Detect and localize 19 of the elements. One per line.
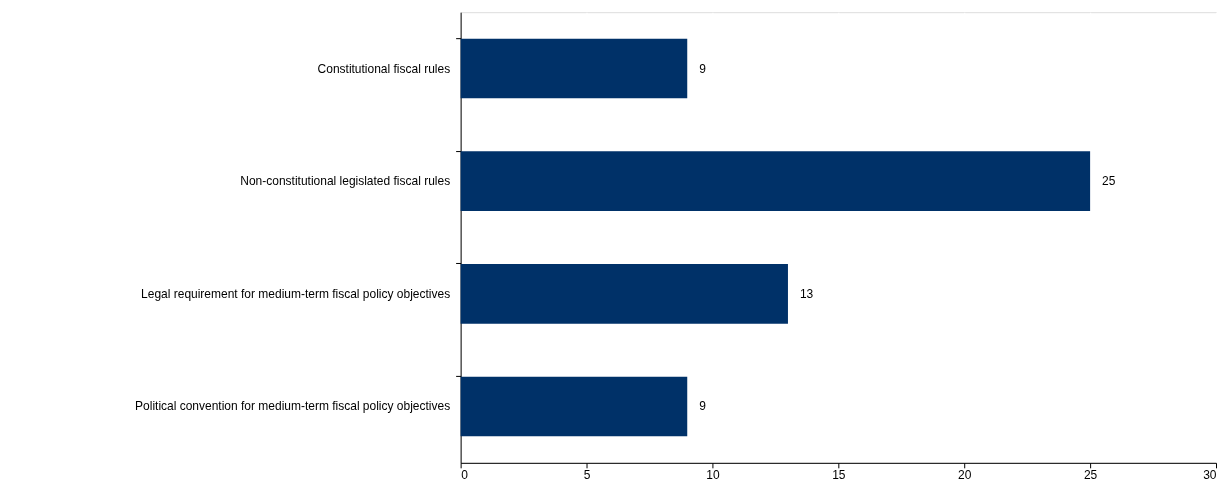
- data-label: 9: [699, 61, 707, 76]
- x-tick-label: 0: [461, 468, 469, 483]
- x-tick-label: 5: [583, 468, 591, 483]
- x-tick-label: 25: [1083, 468, 1098, 483]
- bar: [460, 38, 688, 99]
- x-tick-label: 30: [1203, 468, 1217, 483]
- x-tick-label: 10: [706, 468, 720, 483]
- data-label: 9: [699, 399, 707, 414]
- bar: [460, 151, 1091, 212]
- y-tick-label: Non-constitutional legislated fiscal rules: [240, 174, 451, 189]
- y-tick-label: Legal requirement for medium-term fiscal policy objectives: [141, 286, 451, 301]
- bar: [460, 376, 688, 437]
- x-tick-label: 15: [832, 468, 846, 483]
- y-tick-label: Political convention for medium-term fiscal policy objectives: [135, 399, 451, 414]
- data-label: 13: [799, 286, 814, 301]
- data-label: 25: [1102, 174, 1116, 189]
- x-tick-label: 20: [958, 468, 972, 483]
- y-tick-label: Constitutional fiscal rules: [317, 61, 451, 76]
- bar: [460, 263, 788, 324]
